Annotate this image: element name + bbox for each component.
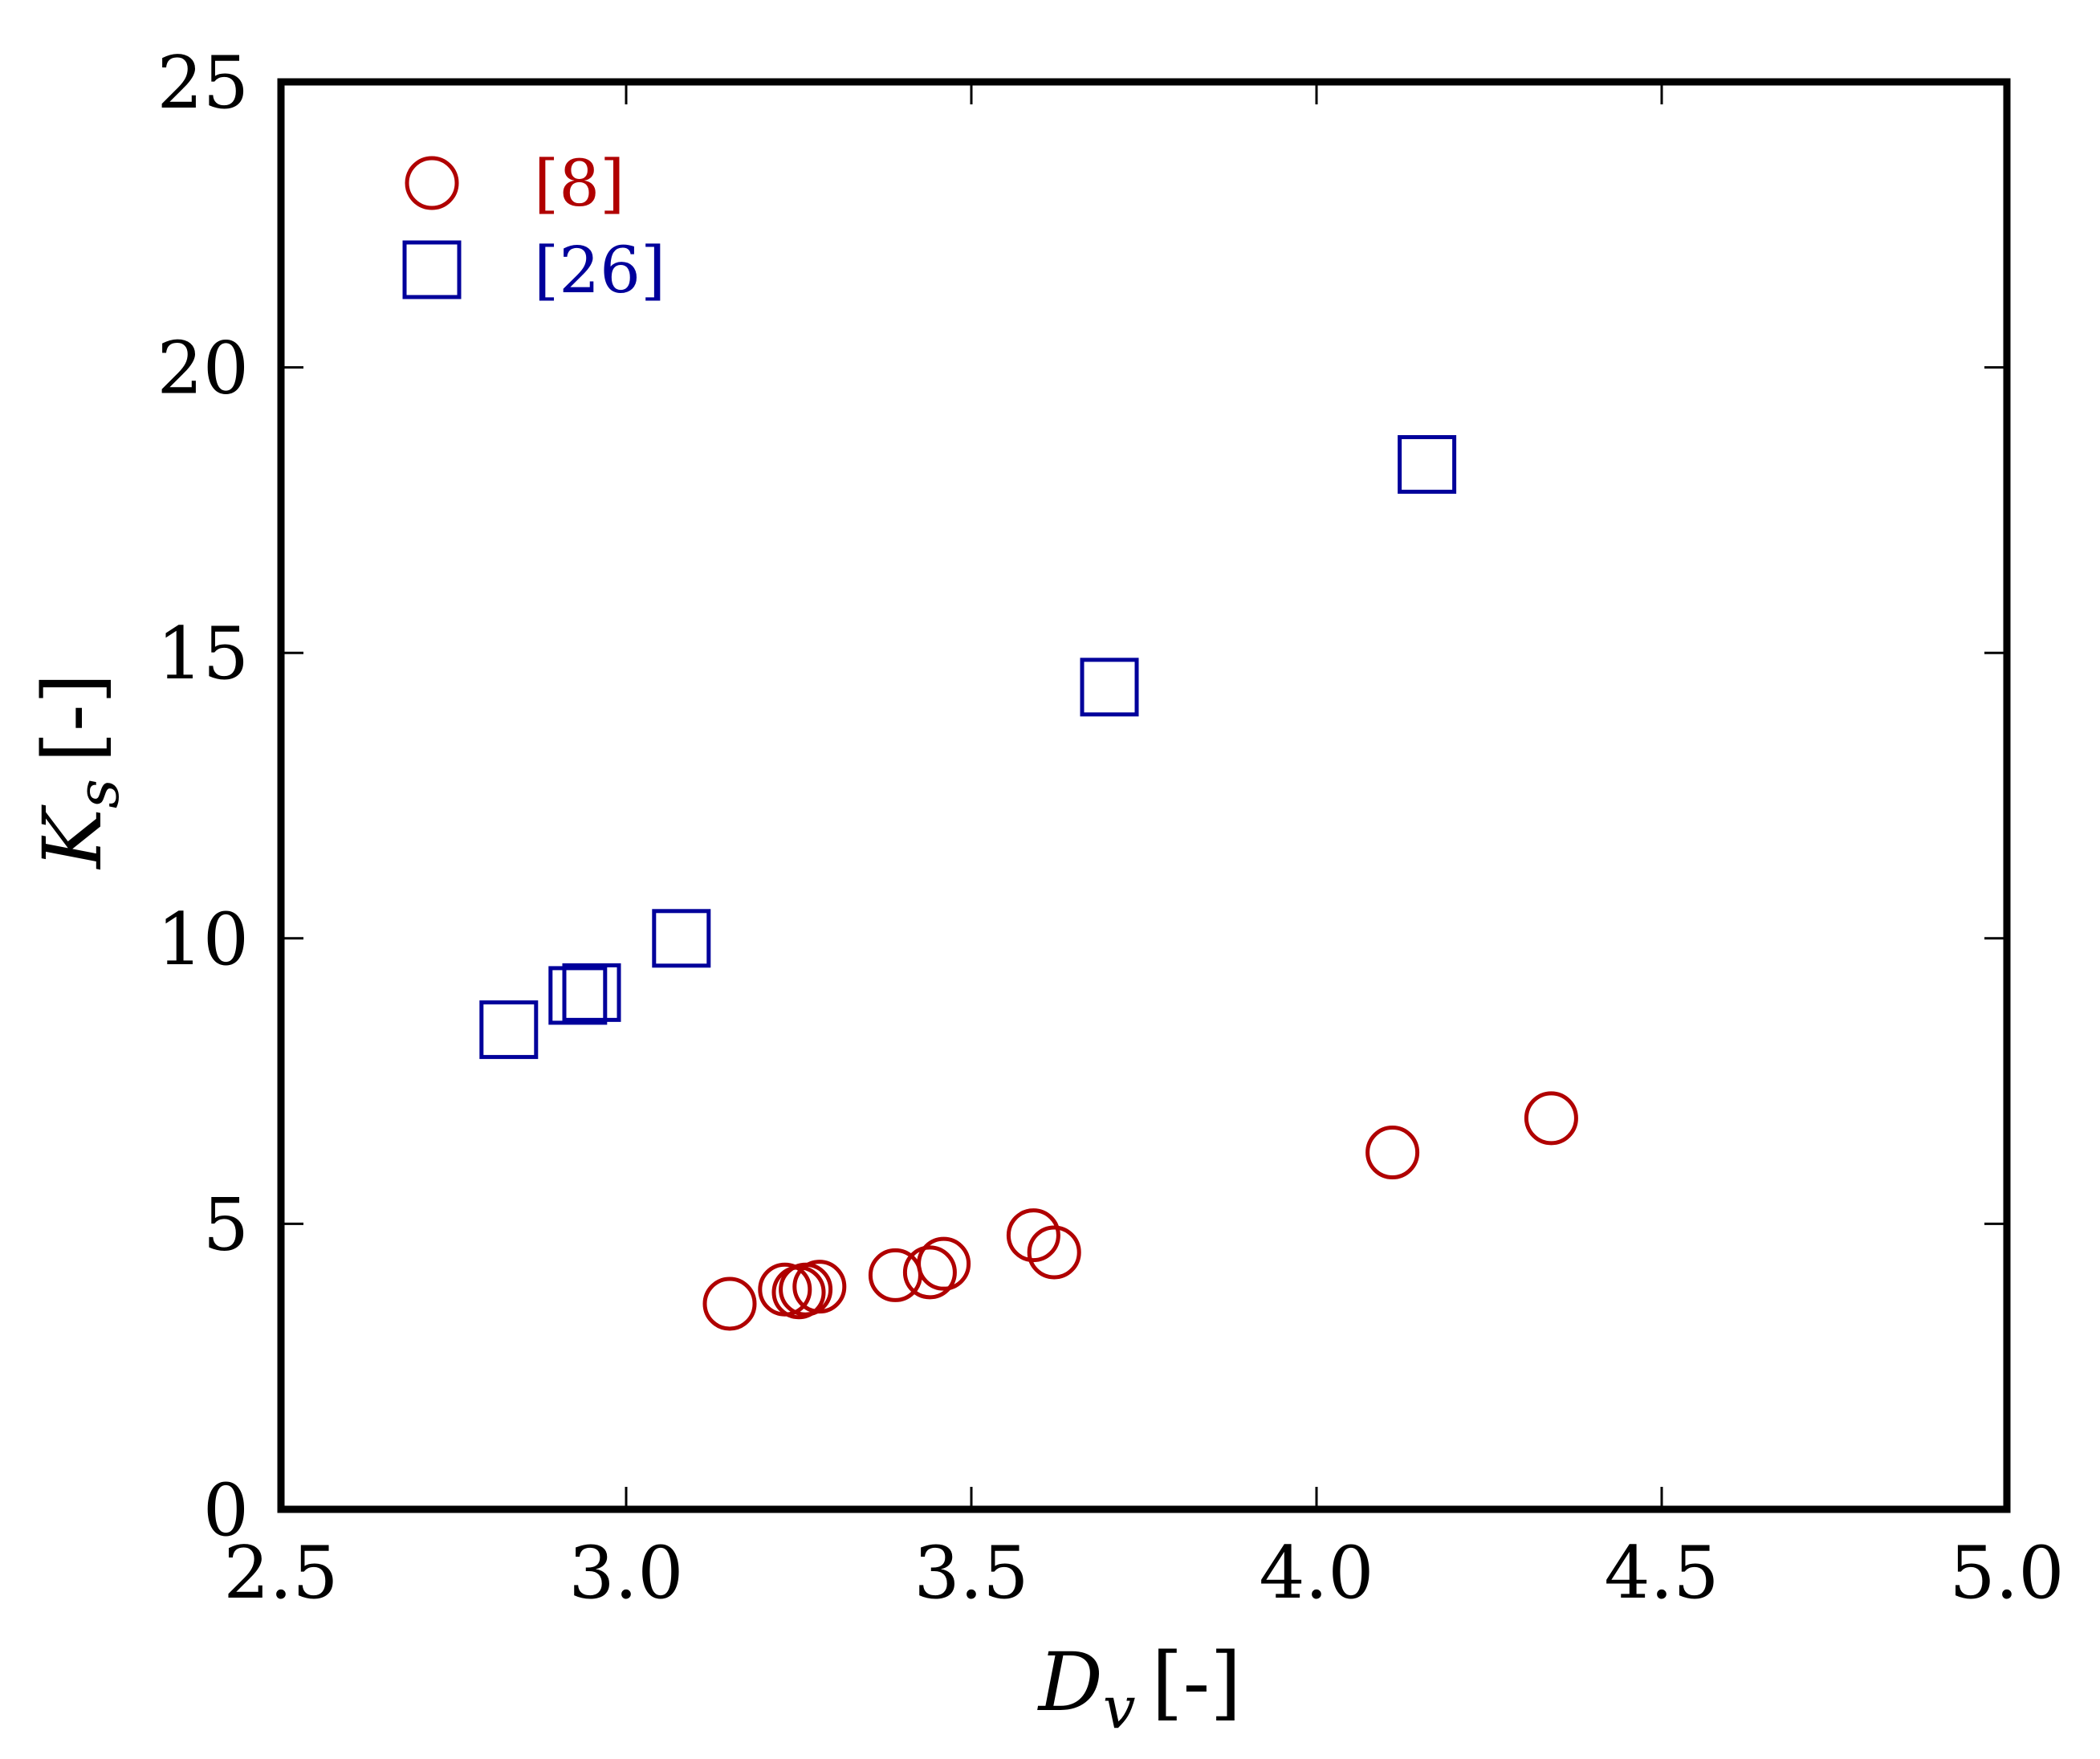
x-tick-label: 4.0 (1259, 1531, 1374, 1615)
data-point-circle (792, 1260, 847, 1314)
data-point-circle (902, 1245, 957, 1300)
data-point-square (652, 909, 711, 968)
data-point-circle (1365, 1126, 1420, 1179)
x-axis-title: Dv [-] (1037, 1635, 1242, 1741)
x-tick-label: 2.5 (223, 1531, 338, 1615)
tick-labels: 2.5 3.0 3.5 4.0 4.5 5.0 0 5 10 15 20 25 (157, 41, 2064, 1615)
y-tick-label: 5 (203, 1183, 249, 1267)
series-1 (702, 1091, 1578, 1331)
legend-label: [8] (534, 146, 625, 221)
data-point-circle (1524, 1091, 1578, 1146)
data-point-square (479, 1000, 539, 1060)
x-tick-label: 4.5 (1604, 1531, 1719, 1615)
y-tick-label: 20 (157, 327, 249, 411)
y-axis-symbol: K (26, 804, 120, 870)
x-axis-symbol: D (1037, 1635, 1103, 1729)
legend-marker-square (402, 240, 462, 299)
data-point-circle (702, 1276, 757, 1331)
plot-frame (277, 78, 2011, 1513)
y-axis-subscript: s (64, 779, 132, 808)
x-axis-subscript: v (1103, 1674, 1136, 1741)
legend-marker-circle (405, 156, 459, 210)
legend-label: [26] (534, 233, 665, 307)
data-point-square (1080, 658, 1139, 717)
data-point-circle (1006, 1208, 1060, 1263)
y-tick-label: 15 (157, 612, 249, 696)
data-point-circle (917, 1236, 971, 1291)
x-tick-label: 5.0 (1949, 1531, 2064, 1615)
data-point-circle (1027, 1225, 1081, 1280)
x-tick-label: 3.0 (568, 1531, 683, 1615)
y-tick-label: 0 (203, 1468, 249, 1553)
legend: [8] [26] (402, 146, 665, 307)
data-series (479, 435, 1578, 1331)
data-point-square (562, 963, 621, 1022)
data-point-square (548, 966, 608, 1025)
y-tick-label: 25 (157, 41, 249, 125)
x-tick-label: 3.5 (914, 1531, 1028, 1615)
data-point-square (1398, 435, 1457, 495)
series-2 (479, 435, 1457, 1060)
y-tick-label: 10 (157, 898, 249, 982)
x-axis-unit: [-] (1152, 1635, 1242, 1729)
y-axis-title: Ks [-] (26, 673, 132, 870)
y-axis-unit: [-] (26, 673, 120, 763)
